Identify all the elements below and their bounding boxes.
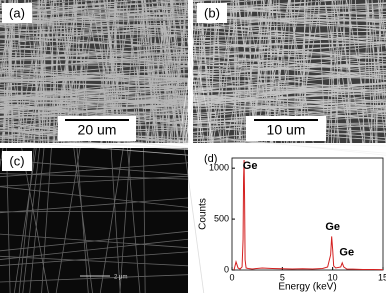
y-axis-label: Counts <box>198 198 209 230</box>
panel-label: (c) <box>9 153 24 168</box>
scale-bar-label: 10 um <box>267 122 306 138</box>
scale-bar-label: 2 μm <box>114 275 127 281</box>
peak-label: Ge <box>339 247 354 259</box>
fibers <box>0 147 205 293</box>
x-tick-label: 5 <box>280 272 285 282</box>
fibers <box>0 0 214 156</box>
label-box <box>2 151 32 171</box>
scale-bar-label: 20 um <box>78 122 117 138</box>
panel-label: (d) <box>204 153 217 165</box>
x-tick-label: 0 <box>229 272 234 282</box>
peak-label: Ge <box>325 221 340 233</box>
y-tick-label: 0 <box>224 264 229 274</box>
plot-area <box>231 157 384 271</box>
spectrum <box>233 160 384 271</box>
x-tick-label: 10 <box>328 272 338 282</box>
peak-label: Ge <box>243 160 258 172</box>
x-tick-label: 15 <box>378 272 386 282</box>
y-tick-label: 1000 <box>209 163 229 173</box>
panel-label: (a) <box>9 5 25 20</box>
y-tick-label: 500 <box>214 213 229 223</box>
label-box <box>197 3 227 23</box>
panel-label: (b) <box>204 5 220 20</box>
label-box <box>2 3 32 23</box>
x-axis-label: Energy (keV) <box>278 282 336 293</box>
